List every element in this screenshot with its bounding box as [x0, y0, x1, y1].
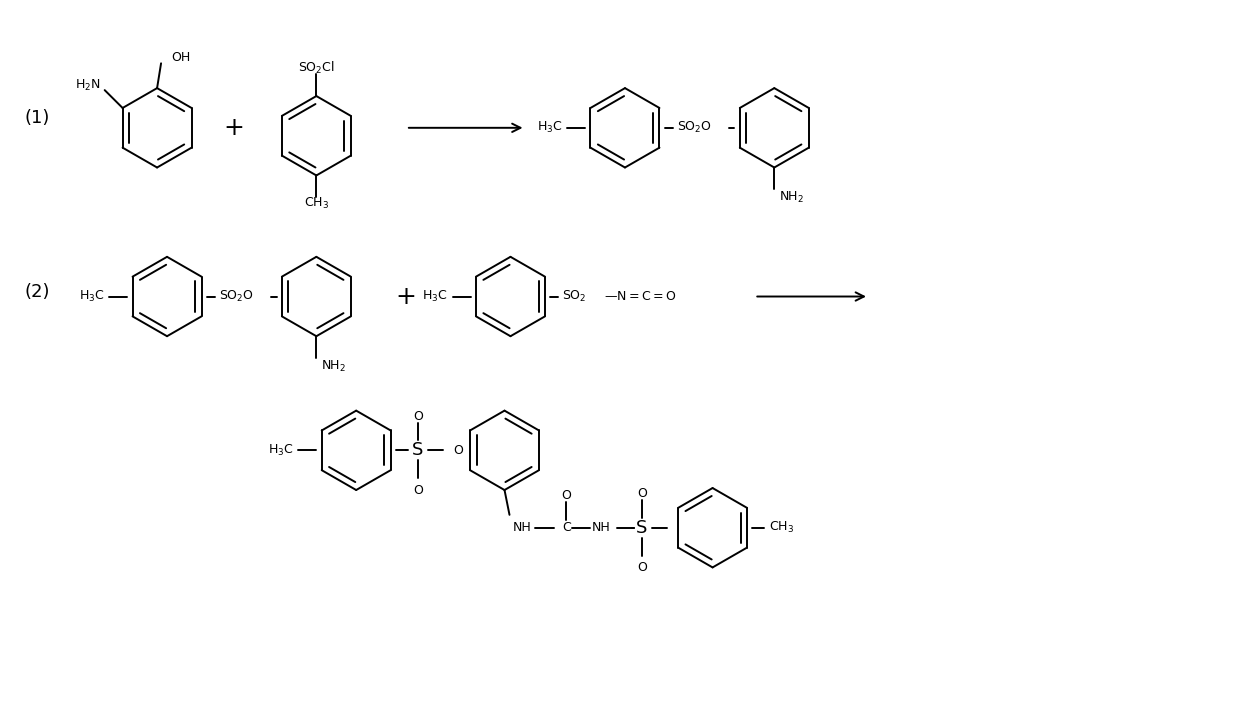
Text: O: O	[637, 487, 647, 500]
Text: (1): (1)	[25, 109, 50, 127]
Text: +: +	[223, 116, 244, 140]
Text: SO$_2$Cl: SO$_2$Cl	[297, 60, 335, 76]
Text: O: O	[452, 444, 462, 457]
Text: NH: NH	[592, 521, 611, 534]
Text: +: +	[395, 285, 416, 309]
Text: NH: NH	[513, 521, 532, 534]
Text: O: O	[413, 484, 422, 497]
Text: OH: OH	[171, 51, 191, 64]
Text: O: O	[637, 561, 647, 574]
Text: O: O	[561, 489, 571, 502]
Text: H$_2$N: H$_2$N	[76, 78, 100, 93]
Text: C: C	[563, 521, 571, 534]
Text: H$_3$C: H$_3$C	[79, 289, 104, 304]
Text: SO$_2$O: SO$_2$O	[676, 121, 711, 135]
Text: O: O	[413, 410, 422, 423]
Text: NH$_2$: NH$_2$	[321, 359, 347, 374]
Text: CH$_3$: CH$_3$	[304, 196, 328, 211]
Text: NH$_2$: NH$_2$	[779, 189, 804, 205]
Text: —N$=$C$=$O: —N$=$C$=$O	[605, 290, 676, 303]
Text: SO$_2$O: SO$_2$O	[219, 289, 254, 304]
Text: S: S	[636, 519, 648, 537]
Text: H$_3$C: H$_3$C	[536, 121, 563, 135]
Text: H$_3$C: H$_3$C	[268, 443, 294, 458]
Text: SO$_2$: SO$_2$	[563, 289, 587, 304]
Text: (2): (2)	[25, 282, 50, 301]
Text: CH$_3$: CH$_3$	[769, 521, 794, 535]
Text: H$_3$C: H$_3$C	[422, 289, 447, 304]
Text: S: S	[413, 441, 424, 460]
